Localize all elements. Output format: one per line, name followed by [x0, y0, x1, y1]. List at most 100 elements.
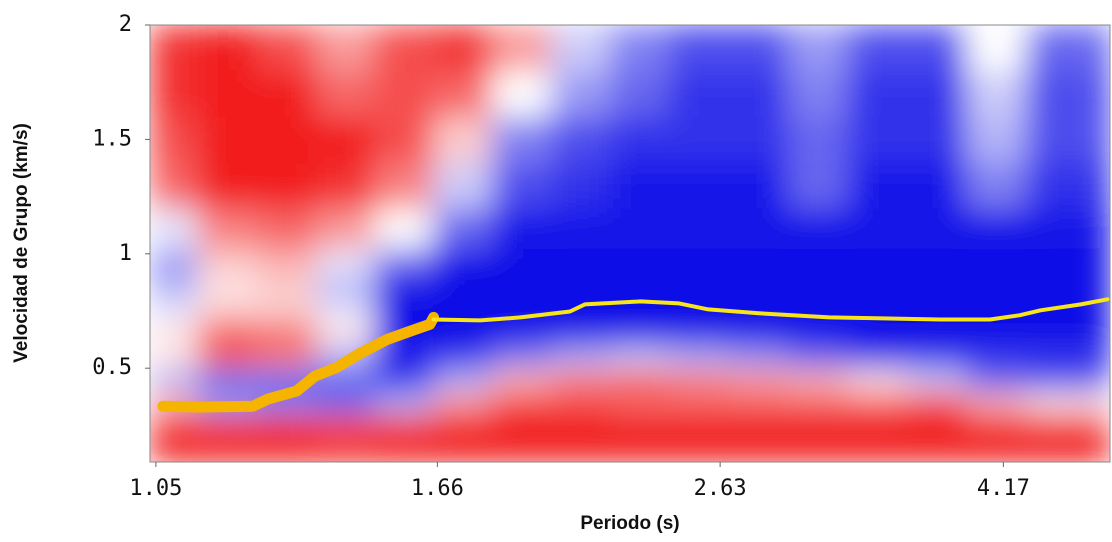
heatmap-cell	[728, 248, 789, 278]
heatmap-cell	[197, 162, 258, 209]
heatmap-cell	[197, 116, 258, 163]
heatmap-cell	[728, 299, 789, 323]
heatmap-cell	[491, 391, 552, 415]
heatmap-cell	[491, 70, 552, 118]
heatmap-cell	[609, 413, 669, 438]
heatmap-cell	[728, 25, 789, 72]
heatmap-cell	[907, 208, 967, 249]
heatmap-cell	[374, 391, 434, 415]
heatmap-cell	[668, 116, 730, 163]
heatmap-cell	[551, 208, 611, 249]
velocity-curve	[431, 297, 1110, 323]
heatmap-cell	[847, 345, 908, 369]
heatmap-cell	[1025, 345, 1110, 369]
heatmap-cell	[257, 162, 317, 209]
heatmap-cell	[609, 436, 669, 462]
heatmap-cell	[491, 413, 552, 438]
heatmap-cell	[847, 391, 908, 415]
heatmap-cell	[551, 436, 611, 462]
heatmap-cell	[907, 345, 967, 369]
heatmap-cell	[668, 436, 730, 462]
heatmap-cell	[1025, 162, 1110, 209]
heatmap-cell	[787, 208, 849, 249]
heatmap-cell	[609, 248, 669, 278]
heatmap-cell	[150, 413, 199, 438]
heatmap-cell	[907, 299, 967, 323]
heatmap-cell	[257, 276, 317, 301]
heatmap-cell	[1025, 391, 1110, 415]
heatmap-cell	[609, 322, 669, 346]
heatmap-cell	[432, 413, 493, 438]
heatmap-cell	[432, 322, 493, 346]
heatmap-cell	[150, 345, 199, 369]
heatmap-cell	[432, 208, 493, 249]
heatmap-cell	[609, 70, 669, 118]
heatmap-cell	[668, 25, 730, 72]
heatmap-cell	[374, 162, 434, 209]
heatmap-cell	[847, 413, 908, 438]
heatmap-cell	[374, 413, 434, 438]
heatmap-cell	[966, 116, 1027, 163]
heatmap-cell	[197, 248, 258, 278]
heatmap-cell	[787, 436, 849, 462]
heatmap-cell	[150, 436, 199, 462]
heatmap-cell	[197, 70, 258, 118]
heatmap-cell	[966, 391, 1027, 415]
heatmap-cell	[787, 368, 849, 392]
heatmap-cell	[491, 345, 552, 369]
heatmap-cell	[847, 322, 908, 346]
heatmap-cell	[966, 276, 1027, 301]
heatmap-cell	[491, 276, 552, 301]
heatmap-cell	[728, 391, 789, 415]
heatmap-cell	[150, 70, 199, 118]
heatmap-cell	[551, 368, 611, 392]
heatmap-cell	[787, 248, 849, 278]
heatmap-cell	[150, 248, 199, 278]
heatmap-cell	[551, 322, 611, 346]
y-tick-label: 2	[119, 12, 132, 37]
heatmap-cell	[316, 208, 375, 249]
x-tick-label: 2.63	[694, 476, 747, 501]
heatmap-cell	[197, 345, 258, 369]
heatmap-cell	[257, 70, 317, 118]
heatmap-cell	[1025, 25, 1110, 72]
x-axis-label: Periodo (s)	[580, 513, 679, 534]
heatmap-cell	[551, 25, 611, 72]
heatmap-cell	[491, 248, 552, 278]
heatmap-cell	[257, 436, 317, 462]
heatmap-cell	[728, 276, 789, 301]
heatmap-cell	[907, 322, 967, 346]
heatmap-cell	[907, 413, 967, 438]
heatmap-cell	[257, 299, 317, 323]
heatmap-cell	[609, 345, 669, 369]
heatmap-cell	[668, 276, 730, 301]
heatmap-cell	[847, 25, 908, 72]
heatmap-cell	[1025, 322, 1110, 346]
y-tick-label: 0.5	[92, 355, 132, 380]
heatmap-cell	[668, 413, 730, 438]
heatmap-cell	[728, 345, 789, 369]
heatmap-cell	[787, 25, 849, 72]
heatmap-cell	[150, 276, 199, 301]
heatmap-cell	[432, 248, 493, 278]
heatmap-cell	[1025, 116, 1110, 163]
heatmap-cell	[609, 116, 669, 163]
heatmap-cell	[316, 413, 375, 438]
heatmap-cell	[316, 322, 375, 346]
velocity-curve	[157, 311, 440, 413]
heatmap-cell	[257, 25, 317, 72]
heatmap-cell	[374, 299, 434, 323]
heatmap-cell	[609, 368, 669, 392]
heatmap-cell	[374, 248, 434, 278]
heatmap-cell	[316, 299, 375, 323]
heatmap-cell	[907, 70, 967, 118]
heatmap-cell	[907, 248, 967, 278]
heatmap-cell	[847, 116, 908, 163]
heatmap-cell	[197, 25, 258, 72]
heatmap-cell	[966, 162, 1027, 209]
heatmap-cell	[1025, 208, 1110, 249]
heatmap-cell	[609, 299, 669, 323]
heatmap-cell	[150, 299, 199, 323]
heatmap-cell	[432, 70, 493, 118]
